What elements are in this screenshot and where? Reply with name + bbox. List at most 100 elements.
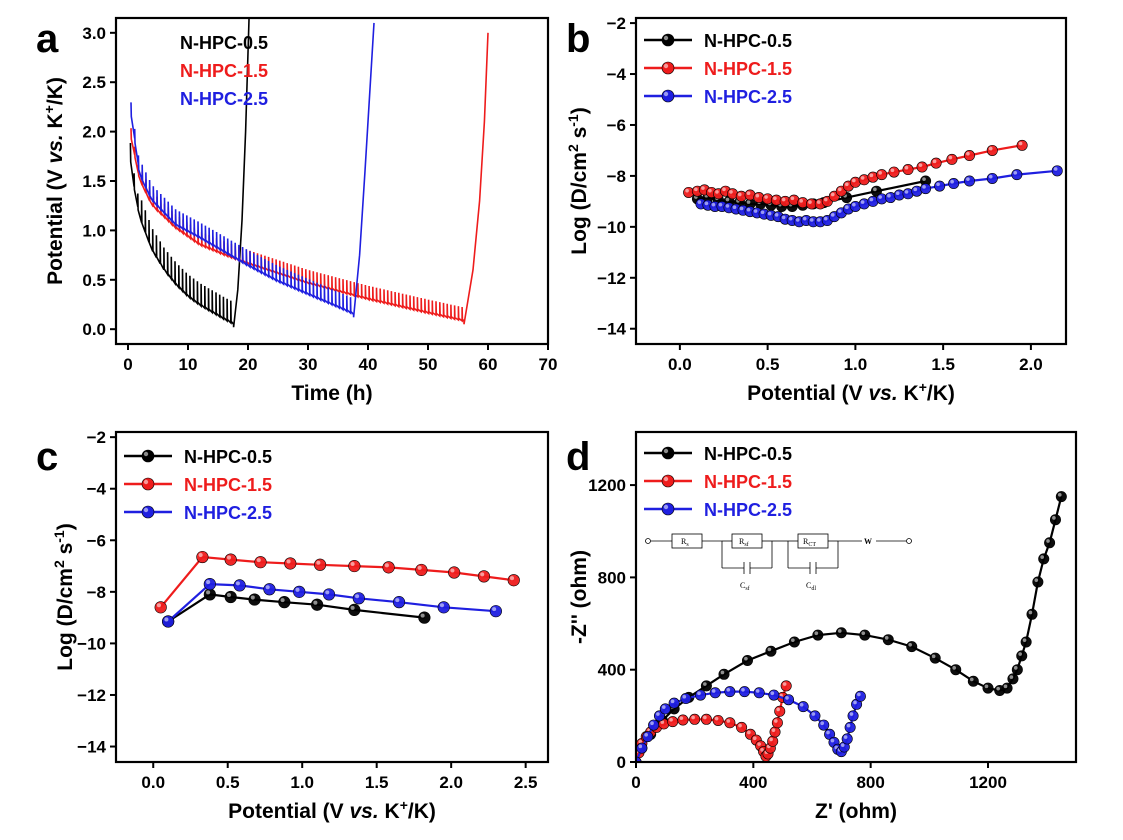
data-point-highlight — [837, 209, 842, 213]
data-point-highlight — [869, 197, 874, 202]
data-point-highlight — [164, 617, 169, 622]
y-axis-label-d: -Z'' (ohm) — [568, 550, 591, 644]
data-point-n-hpc-2-5 — [934, 180, 946, 192]
data-point-highlight — [913, 187, 918, 192]
legend-marker-highlight — [663, 35, 669, 41]
data-point-highlight — [843, 735, 848, 739]
data-point-n-hpc-2-5 — [642, 731, 654, 743]
data-point-highlight — [286, 559, 291, 564]
data-point-highlight — [830, 213, 835, 217]
data-point-highlight — [752, 736, 757, 741]
data-point-n-hpc-2-5 — [854, 690, 866, 702]
data-point-highlight — [830, 192, 835, 197]
data-point-n-hpc-2-5 — [659, 703, 671, 715]
data-point-highlight — [439, 603, 445, 608]
plot-area-a: 0 10 20 30 40 50 60 70 0.0 0.5 1.0 1.5 2.0 2.5 3.0 N-HP… — [82, 19, 557, 374]
x-tick-label: 2.5 — [514, 773, 538, 792]
label-csf: Csf — [740, 581, 750, 592]
x-axis-label-b: Potential (V vs. K+/K) — [747, 379, 955, 405]
data-point-highlight — [852, 202, 856, 207]
data-point-n-hpc-1-5 — [677, 714, 689, 726]
legend-label: N-HPC-2.5 — [180, 89, 268, 109]
data-point-n-hpc-2-5 — [920, 183, 932, 195]
data-point-n-hpc-1-5 — [774, 705, 786, 717]
data-point-highlight — [1018, 141, 1023, 146]
data-point-n-hpc-1-5 — [736, 721, 748, 733]
data-point-highlight — [1013, 666, 1018, 670]
data-point-highlight — [753, 209, 758, 213]
x-axis-label-c: Potential (V vs. K+/K) — [228, 797, 436, 823]
y-tick-label: −8 — [607, 167, 626, 186]
panel-label-d: d — [566, 435, 590, 479]
data-point-n-hpc-1-5 — [724, 717, 736, 729]
data-point-highlight — [755, 689, 760, 693]
y-tick-label: 0.0 — [82, 320, 106, 339]
data-point-n-hpc-2-5 — [818, 719, 830, 731]
circuit-terminal-left — [645, 538, 651, 544]
data-point-n-hpc-2-5 — [489, 605, 502, 618]
data-point-highlight — [725, 197, 730, 202]
data-point-highlight — [837, 187, 842, 192]
legend-item-n-hpc-2-5: N-HPC-2.5 — [644, 500, 792, 520]
data-point-highlight — [764, 195, 768, 199]
data-point-highlight — [823, 216, 828, 221]
legend-item-n-hpc-2-5: N-HPC-2.5 — [644, 87, 792, 107]
data-point-highlight — [878, 195, 882, 199]
data-point-n-hpc-0-5 — [1001, 682, 1013, 694]
x-tick-label: 1.5 — [931, 355, 955, 374]
legend-marker — [141, 449, 155, 463]
data-point-n-hpc-0-5 — [1038, 553, 1050, 565]
equivalent-circuit-inset — [645, 533, 912, 574]
data-point-highlight — [988, 146, 993, 151]
data-point-highlight — [795, 218, 800, 222]
series-line-n-hpc-0-5 — [129, 19, 250, 328]
data-point-n-hpc-0-5 — [950, 664, 962, 676]
data-point-highlight — [1040, 555, 1044, 559]
data-point-n-hpc-1-5 — [348, 559, 361, 573]
data-point-highlight — [878, 170, 882, 175]
data-point-highlight — [656, 712, 660, 716]
data-point-highlight — [873, 187, 877, 192]
legend-label: N-HPC-0.5 — [704, 444, 792, 464]
y-tick-label: 1200 — [588, 476, 626, 495]
data-point-highlight — [767, 647, 772, 652]
legend-label: N-HPC-2.5 — [704, 500, 792, 520]
legend-marker — [661, 89, 675, 103]
data-point-highlight — [726, 719, 731, 723]
data-point-n-hpc-1-5 — [507, 574, 520, 587]
data-point-highlight — [395, 598, 400, 603]
x-tick-label: 30 — [299, 355, 318, 374]
data-point-highlight — [996, 686, 1000, 691]
data-point-highlight — [809, 218, 814, 222]
data-point-n-hpc-2-5 — [724, 686, 736, 698]
data-point-highlight — [420, 613, 425, 618]
data-point-n-hpc-0-5 — [1044, 537, 1056, 549]
data-point-highlight — [198, 552, 203, 558]
data-point-highlight — [669, 717, 673, 722]
data-point-n-hpc-1-5 — [1016, 139, 1028, 151]
data-point-highlight — [660, 720, 665, 724]
data-point-highlight — [206, 590, 211, 595]
legend-label: N-HPC-0.5 — [184, 447, 272, 467]
data-point-n-hpc-1-5 — [771, 717, 783, 729]
data-point-n-hpc-1-5 — [902, 164, 914, 176]
legend-label: N-HPC-1.5 — [704, 59, 792, 79]
circuit-labels: Rs Rsf RCT Csf Cdl W — [681, 537, 872, 592]
data-point-n-hpc-0-5 — [224, 590, 237, 604]
x-tick-label: 0.5 — [756, 355, 780, 374]
data-point-highlight — [767, 211, 772, 216]
data-point-highlight — [788, 216, 793, 221]
legend-item-n-hpc-1-5: N-HPC-1.5 — [644, 472, 792, 492]
x-tick-label: 2.0 — [1019, 355, 1043, 374]
data-point-highlight — [816, 200, 821, 204]
data-point-highlight — [703, 715, 707, 720]
data-point-highlight — [738, 723, 742, 728]
data-point-highlight — [844, 182, 849, 187]
data-point-highlight — [782, 682, 787, 686]
y-tick-label: −10 — [597, 218, 626, 237]
label-rsf: Rsf — [739, 537, 749, 548]
data-point-highlight — [450, 568, 455, 573]
plot-frame-d — [634, 430, 1078, 764]
x-tick-label: 1200 — [969, 773, 1007, 792]
data-point-highlight — [384, 563, 389, 568]
